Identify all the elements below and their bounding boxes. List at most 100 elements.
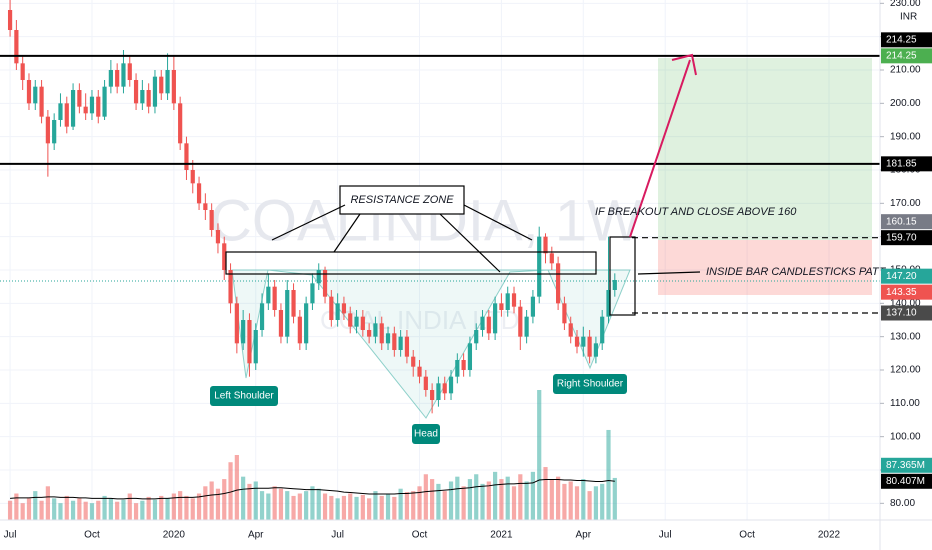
x-tick-label: 2022	[818, 530, 841, 541]
y-tick-label: 120.00	[890, 365, 921, 376]
volume-bar	[568, 481, 573, 520]
volume-bar	[178, 491, 183, 520]
candle-body	[52, 120, 57, 144]
volume-bar	[14, 493, 19, 520]
candle-body	[14, 30, 19, 64]
volume-bar	[404, 492, 410, 520]
annotation: Left Shoulder	[214, 391, 274, 402]
price-badge	[881, 473, 932, 489]
candle-body	[247, 320, 252, 364]
volume-bar	[385, 493, 391, 520]
volume-bar	[316, 488, 321, 520]
volume-bar	[234, 455, 239, 520]
volume-bar	[196, 493, 202, 520]
candle-body	[417, 366, 422, 377]
candle-body	[115, 70, 120, 87]
volume-bar	[518, 474, 523, 520]
volume-bar	[310, 486, 315, 520]
candle-body	[259, 303, 265, 330]
candle-body	[612, 280, 617, 290]
volume-bar	[335, 498, 340, 520]
volume-bar	[505, 476, 510, 520]
candle-body	[392, 333, 397, 350]
volume-bar	[341, 495, 347, 520]
candle-body	[33, 86, 38, 104]
volume-bar	[612, 477, 617, 520]
candle-body	[543, 236, 548, 254]
volume-bar	[297, 493, 302, 520]
candle-body	[593, 343, 599, 357]
volume-bar	[89, 503, 95, 520]
candle-body	[140, 90, 145, 104]
candle-body	[480, 316, 485, 330]
candle-body	[568, 323, 573, 337]
candle-body	[152, 76, 158, 107]
inside-bar-box	[609, 236, 636, 316]
volume-bar	[398, 488, 403, 520]
price-badge-label: 214.25	[886, 34, 917, 45]
volume-bar	[96, 500, 101, 520]
price-badge	[881, 457, 932, 473]
y-tick-label: 200.00	[890, 98, 921, 109]
volume-bar	[39, 500, 44, 520]
candle-body	[530, 296, 536, 317]
volume-bar	[373, 491, 378, 520]
volume-bar	[33, 491, 38, 520]
volume-bar	[184, 495, 189, 520]
volume-bar	[474, 474, 479, 520]
volume-bar	[165, 498, 170, 520]
candle-body	[70, 90, 76, 127]
candle-body	[524, 316, 529, 337]
candle-body	[448, 376, 454, 394]
volume-bar	[467, 479, 473, 520]
resistance-label-box	[339, 185, 465, 215]
volume-bar	[253, 481, 258, 520]
price-badge-label: 143.35	[886, 287, 917, 298]
volume-bar	[448, 481, 454, 520]
candle-body	[316, 270, 321, 284]
candle-body	[493, 303, 498, 334]
y-tick-label: 210.00	[890, 65, 921, 76]
volume-bar	[562, 483, 567, 520]
volume-bar	[64, 495, 69, 520]
candle-body	[379, 323, 384, 344]
candle-body	[20, 63, 25, 80]
volume-bar	[285, 491, 290, 520]
candle-body	[291, 290, 296, 317]
volume-bar	[115, 501, 120, 520]
candle-body	[455, 360, 460, 377]
candle-body	[511, 293, 517, 307]
arrows	[271, 204, 701, 275]
candles	[7, 0, 617, 414]
volume-bar	[442, 491, 447, 520]
candle-body	[196, 183, 202, 204]
volume-bar	[379, 495, 384, 520]
volume-pane	[7, 390, 617, 520]
price-badge	[881, 305, 932, 321]
x-tick-label: Jul	[331, 530, 344, 541]
candle-body	[398, 336, 403, 350]
candle-body	[77, 90, 82, 107]
candle-body	[64, 103, 69, 127]
candle-body	[354, 316, 359, 327]
candle-body	[89, 96, 95, 114]
price-badge-label: 214.25	[886, 50, 917, 61]
price-badge-label: 137.10	[886, 308, 917, 319]
volume-bar	[190, 498, 195, 520]
candle-body	[367, 330, 372, 337]
volume-bar	[70, 500, 76, 520]
volume-bar	[20, 503, 25, 520]
y-tick-label: 110.00	[890, 398, 920, 409]
candle-body	[108, 70, 113, 87]
volume-bar	[436, 483, 441, 520]
candle-body	[159, 76, 164, 94]
candle-body	[341, 303, 347, 314]
candle-body	[253, 330, 258, 364]
candle-body	[133, 80, 139, 104]
candle-body	[58, 103, 63, 120]
volume-bar	[259, 491, 265, 520]
candle-body	[430, 390, 435, 400]
volume-bar	[83, 501, 88, 520]
volume-bar	[354, 496, 359, 520]
candle-body	[304, 303, 309, 344]
